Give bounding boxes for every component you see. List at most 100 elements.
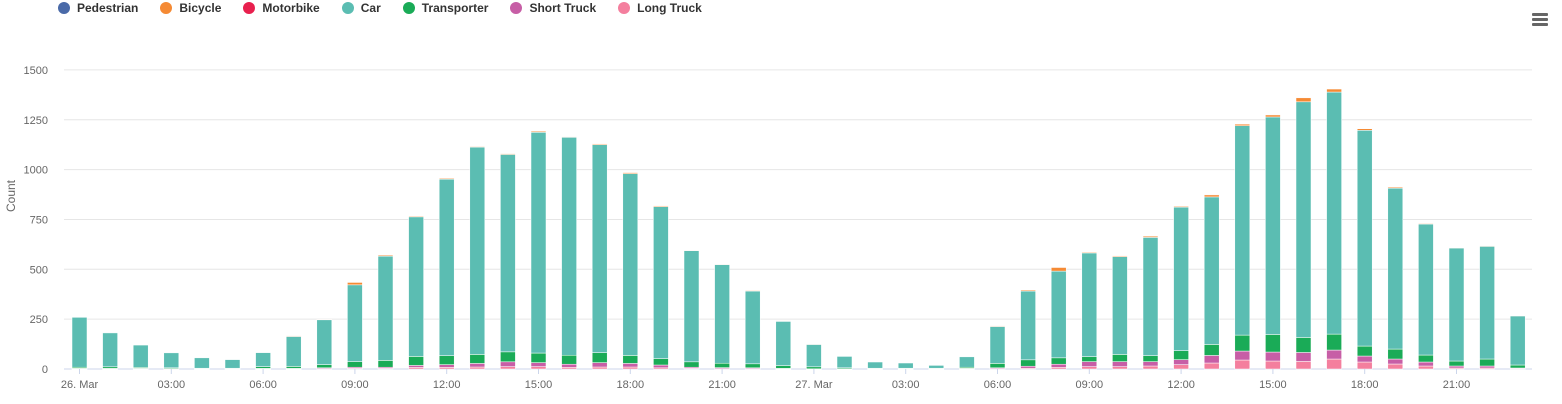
bar-segment-bicycle[interactable]	[469, 146, 486, 148]
bar-stack[interactable]	[1020, 289, 1036, 370]
bar-stack[interactable]	[1112, 255, 1128, 370]
bar-stack[interactable]	[1509, 315, 1526, 370]
bar-segment-car[interactable]	[1234, 125, 1251, 336]
bar-segment-bicycle[interactable]	[1326, 88, 1342, 93]
bar-segment-transporter[interactable]	[500, 351, 516, 363]
bar-stack[interactable]	[469, 146, 486, 370]
bar-segment-short-truck[interactable]	[653, 364, 669, 369]
bar-segment-car[interactable]	[132, 344, 149, 368]
bar-stack[interactable]	[1448, 247, 1465, 370]
bar-segment-bicycle[interactable]	[1295, 97, 1312, 103]
bar-stack[interactable]	[71, 317, 88, 370]
bar-stack[interactable]	[989, 325, 1006, 370]
bar-segment-transporter[interactable]	[469, 354, 486, 364]
bar-segment-short-truck[interactable]	[1081, 361, 1098, 367]
bar-segment-car[interactable]	[1050, 270, 1067, 359]
bar-segment-car[interactable]	[1387, 187, 1404, 350]
bar-segment-long-truck[interactable]	[1234, 359, 1251, 370]
bar-stack[interactable]	[1203, 194, 1220, 370]
hamburger-menu-icon[interactable]	[1530, 12, 1550, 28]
bar-stack[interactable]	[1173, 206, 1189, 370]
bar-segment-bicycle[interactable]	[622, 172, 639, 174]
bar-stack[interactable]	[591, 143, 608, 370]
bar-segment-bicycle[interactable]	[989, 325, 1006, 327]
bar-segment-bicycle[interactable]	[1479, 245, 1495, 247]
bar-stack[interactable]	[163, 352, 180, 370]
bar-stack[interactable]	[653, 205, 669, 370]
bar-segment-long-truck[interactable]	[530, 366, 547, 370]
bar-segment-long-truck[interactable]	[469, 366, 486, 370]
bar-stack[interactable]	[622, 172, 639, 370]
bar-segment-transporter[interactable]	[1203, 344, 1220, 356]
bar-segment-bicycle[interactable]	[1448, 247, 1465, 249]
bar-segment-long-truck[interactable]	[1203, 362, 1220, 370]
bar-segment-transporter[interactable]	[653, 358, 669, 366]
bar-segment-car[interactable]	[1326, 91, 1342, 335]
bar-segment-transporter[interactable]	[714, 362, 730, 368]
bar-segment-bicycle[interactable]	[1387, 186, 1404, 189]
legend-item-car[interactable]: Car	[341, 1, 381, 15]
bar-segment-car[interactable]	[1020, 290, 1036, 361]
legend-item-bicycle[interactable]: Bicycle	[160, 1, 221, 15]
bar-segment-transporter[interactable]	[1050, 357, 1067, 365]
bar-segment-short-truck[interactable]	[1418, 361, 1434, 367]
bar-segment-long-truck[interactable]	[1112, 366, 1128, 370]
bar-segment-transporter[interactable]	[561, 354, 577, 365]
bar-stack[interactable]	[102, 332, 118, 370]
bar-segment-transporter[interactable]	[806, 366, 822, 370]
bar-segment-bicycle[interactable]	[1050, 267, 1067, 272]
bar-segment-transporter[interactable]	[1020, 359, 1036, 367]
bar-stack[interactable]	[438, 178, 455, 370]
bar-segment-car[interactable]	[897, 362, 914, 369]
bar-stack[interactable]	[1387, 186, 1404, 370]
bar-segment-bicycle[interactable]	[438, 178, 455, 180]
bar-segment-bicycle[interactable]	[561, 136, 577, 138]
bar-segment-transporter[interactable]	[377, 360, 394, 368]
bar-segment-car[interactable]	[1295, 101, 1312, 338]
bar-segment-transporter[interactable]	[1448, 360, 1465, 367]
bar-segment-bicycle[interactable]	[285, 335, 302, 337]
bar-segment-bicycle[interactable]	[1020, 289, 1036, 292]
bar-segment-transporter[interactable]	[1326, 333, 1342, 351]
bar-segment-transporter[interactable]	[1387, 348, 1404, 360]
bar-segment-car[interactable]	[438, 178, 455, 356]
bar-segment-short-truck[interactable]	[408, 365, 424, 368]
bar-segment-bicycle[interactable]	[683, 249, 700, 251]
bar-segment-car[interactable]	[71, 317, 88, 368]
bar-segment-transporter[interactable]	[1418, 354, 1434, 363]
bar-segment-long-truck[interactable]	[1142, 365, 1159, 370]
legend-item-transporter[interactable]: Transporter	[402, 1, 488, 15]
bar-segment-car[interactable]	[377, 255, 394, 361]
bar-stack[interactable]	[897, 362, 914, 370]
bar-segment-bicycle[interactable]	[530, 131, 547, 133]
bar-segment-transporter[interactable]	[347, 361, 363, 368]
bar-stack[interactable]	[1418, 223, 1434, 370]
bar-segment-bicycle[interactable]	[591, 143, 608, 145]
bar-segment-car[interactable]	[408, 216, 424, 357]
legend-item-pedestrian[interactable]: Pedestrian	[58, 1, 138, 15]
bar-stack[interactable]	[1050, 267, 1067, 370]
bar-segment-long-truck[interactable]	[1265, 360, 1281, 370]
bar-stack[interactable]	[377, 254, 394, 370]
bar-segment-transporter[interactable]	[1142, 355, 1159, 362]
bar-segment-car[interactable]	[469, 146, 486, 355]
bar-stack[interactable]	[928, 365, 945, 370]
bar-segment-transporter[interactable]	[989, 363, 1006, 369]
bar-stack[interactable]	[255, 352, 271, 370]
bar-segment-car[interactable]	[806, 344, 822, 368]
bar-segment-short-truck[interactable]	[1142, 361, 1159, 367]
bar-segment-bicycle[interactable]	[347, 282, 363, 286]
bar-segment-bicycle[interactable]	[775, 320, 792, 322]
bar-segment-long-truck[interactable]	[500, 366, 516, 370]
bar-segment-car[interactable]	[683, 250, 700, 363]
bar-segment-bicycle[interactable]	[714, 263, 730, 265]
bar-segment-car[interactable]	[1356, 130, 1373, 347]
bar-segment-transporter[interactable]	[1112, 354, 1128, 362]
bar-segment-car[interactable]	[989, 326, 1006, 364]
bar-stack[interactable]	[1356, 128, 1373, 370]
bar-segment-car[interactable]	[1173, 206, 1189, 351]
bar-segment-car[interactable]	[1479, 246, 1495, 360]
bar-segment-short-truck[interactable]	[561, 363, 577, 368]
bar-segment-car[interactable]	[1081, 252, 1098, 357]
bar-stack[interactable]	[132, 344, 149, 370]
